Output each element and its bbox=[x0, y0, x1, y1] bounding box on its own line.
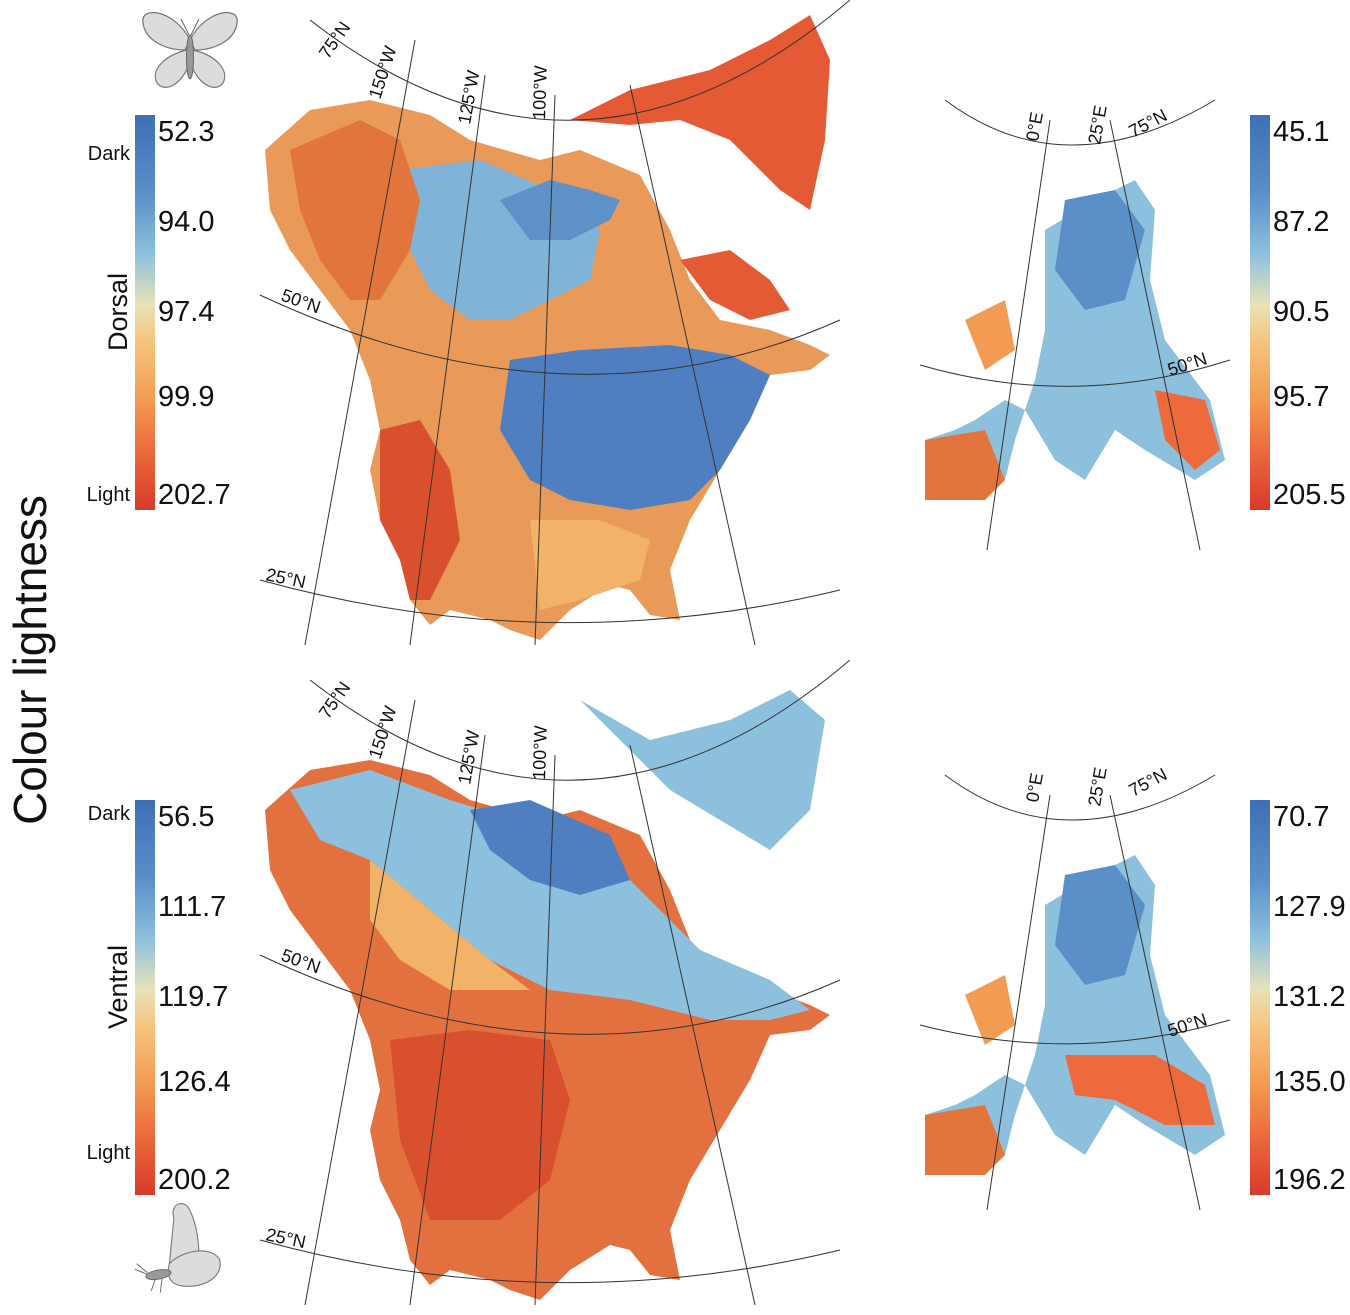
graticule-label: 75°N bbox=[315, 678, 354, 722]
colorbar-tick-label: 99.9 bbox=[158, 381, 215, 413]
colorbar-tick-label: 202.7 bbox=[158, 479, 231, 511]
panel-label-dorsal: Dorsal bbox=[103, 272, 133, 352]
colorbar-tick-label: 127.9 bbox=[1273, 891, 1346, 923]
colorbar-tick-label: 126.4 bbox=[158, 1066, 231, 1098]
colorbar-tick-label: 94.0 bbox=[158, 206, 215, 238]
colorbar-left-ventral: 56.5 111.7 119.7 126.4 200.2 bbox=[135, 800, 265, 1210]
graticule-label: 25°E bbox=[1084, 766, 1111, 808]
dorsal-panel: 52.3 94.0 97.4 99.9 202.7 Dark Light Dor… bbox=[86, 0, 1350, 646]
colorbar-gradient bbox=[135, 115, 155, 510]
colorbar-tick-label: 97.4 bbox=[158, 296, 215, 328]
map-graticule bbox=[259, 660, 850, 1306]
europe-map-ventral: 0°E 25°E 75°N 50°N bbox=[919, 764, 1231, 1211]
map-graticule bbox=[919, 99, 1231, 551]
colorbar-end-label-dark: Dark bbox=[87, 803, 130, 825]
colorbar-gradient bbox=[135, 800, 155, 1195]
graticule-label: 25°N bbox=[264, 564, 307, 592]
graticule-label: 25°N bbox=[264, 1224, 307, 1252]
colorbar-tick-label: 90.5 bbox=[1273, 296, 1330, 328]
colorbar-tick-label: 196.2 bbox=[1273, 1164, 1346, 1196]
map-land-mass bbox=[265, 690, 830, 1300]
colorbar-tick-label: 111.7 bbox=[158, 891, 227, 923]
colorbar-tick-label: 87.2 bbox=[1273, 206, 1330, 238]
colorbar-tick-label: 52.3 bbox=[158, 116, 215, 148]
graticule-label: 100°W bbox=[529, 725, 551, 780]
map-land-mass bbox=[265, 15, 830, 640]
colorbar-tick-label: 119.7 bbox=[158, 981, 229, 1013]
europe-map-dorsal: 0°E 25°E 75°N 50°N bbox=[919, 99, 1231, 551]
colorbar-tick-label: 45.1 bbox=[1273, 116, 1330, 148]
colorbar-right-ventral: 70.7 127.9 131.2 135.0 196.2 bbox=[1250, 800, 1350, 1210]
colorbar-gradient bbox=[1250, 115, 1270, 510]
colorbar-tick-label: 205.5 bbox=[1273, 479, 1346, 511]
colorbar-tick-label: 131.2 bbox=[1273, 981, 1346, 1013]
colorbar-gradient bbox=[1250, 800, 1270, 1195]
graticule-label: 75°N bbox=[1125, 105, 1170, 142]
graticule-label: 75°N bbox=[315, 18, 354, 62]
graticule-label: 75°N bbox=[1125, 764, 1170, 801]
graticule-label: 0°E bbox=[1022, 110, 1047, 142]
map-land-mass bbox=[925, 855, 1225, 1175]
colorbar-tick-label: 200.2 bbox=[158, 1164, 231, 1196]
colorbar-right-dorsal: 45.1 87.2 90.5 95.7 205.5 bbox=[1250, 115, 1350, 525]
graticule-label: 100°W bbox=[529, 65, 551, 120]
butterfly-closed-wings-icon bbox=[134, 1203, 221, 1293]
north-america-map-ventral: 75°N 150°W 125°W 100°W 50°N 25°N bbox=[259, 660, 850, 1306]
colorbar-tick-label: 95.7 bbox=[1273, 381, 1330, 413]
graticule-label: 50°N bbox=[1165, 1009, 1209, 1040]
colorbar-end-label-light: Light bbox=[86, 1142, 130, 1164]
panel-label-ventral: Ventral bbox=[103, 944, 133, 1030]
colorbar-tick-label: 56.5 bbox=[158, 801, 215, 833]
north-america-map-dorsal: 75°N 150°W 125°W 100°W 50°N 25°N bbox=[259, 0, 850, 646]
colorbar-end-label-dark: Dark bbox=[87, 143, 130, 165]
colorbar-tick-label: 70.7 bbox=[1273, 801, 1330, 833]
graticule-label: 150°W bbox=[365, 43, 401, 101]
colorbar-end-label-light: Light bbox=[86, 484, 130, 506]
graticule-label: 0°E bbox=[1022, 771, 1047, 803]
map-land-mass bbox=[925, 180, 1225, 500]
colorbar-left-dorsal: 52.3 94.0 97.4 99.9 202.7 bbox=[135, 115, 265, 525]
colorbar-tick-label: 135.0 bbox=[1273, 1066, 1346, 1098]
butterfly-open-wings-icon bbox=[142, 11, 238, 88]
map-graticule bbox=[919, 774, 1231, 1211]
graticule-label: 25°E bbox=[1084, 104, 1111, 146]
graticule-label: 150°W bbox=[365, 703, 401, 761]
ventral-panel: 56.5 111.7 119.7 126.4 200.2 Dark Light … bbox=[0, 660, 1350, 1315]
map-graticule bbox=[259, 0, 850, 646]
